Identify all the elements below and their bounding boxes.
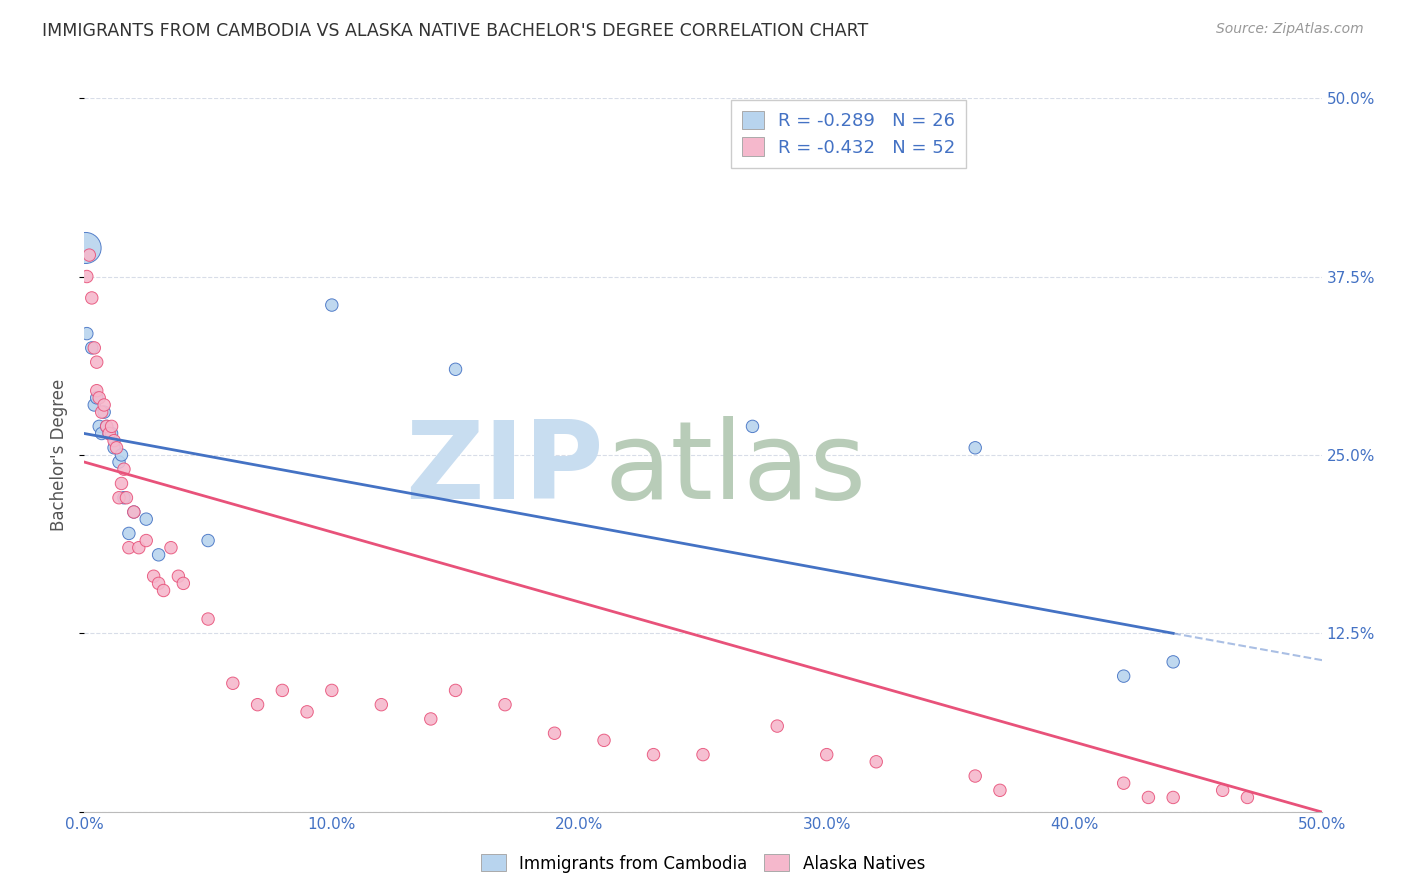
Point (1137, 790, 1160, 805)
Point (160, 541, 183, 555)
Y-axis label: Bachelor's Degree: Bachelor's Degree (51, 379, 69, 531)
Point (135, 533, 157, 548)
Point (692, 747, 714, 762)
Point (1112, 776, 1135, 790)
Point (90, 405, 112, 419)
Point (103, 441, 125, 455)
Point (1236, 790, 1258, 805)
Point (1161, 790, 1184, 805)
Point (112, 491, 135, 505)
Point (108, 491, 131, 505)
Point (271, 683, 294, 698)
Legend: R = -0.289   N = 26, R = -0.432   N = 52: R = -0.289 N = 26, R = -0.432 N = 52 (731, 100, 966, 168)
Point (103, 434, 125, 448)
Point (142, 569, 165, 583)
Point (444, 362, 467, 376)
Point (148, 576, 170, 591)
Point (122, 505, 145, 519)
Point (118, 526, 141, 541)
Text: ZIP: ZIP (405, 417, 605, 522)
Point (79, 248, 101, 262)
Point (98, 426, 121, 441)
Point (76, 326, 98, 341)
Point (96, 419, 118, 434)
Point (1212, 783, 1234, 797)
Point (741, 419, 763, 434)
Point (86, 391, 108, 405)
Point (90, 426, 112, 441)
Point (86, 384, 108, 398)
Point (89, 419, 111, 434)
Point (76, 269, 98, 284)
Point (321, 683, 343, 698)
Point (100, 419, 122, 434)
Point (112, 462, 135, 476)
Point (110, 476, 132, 491)
Point (295, 705, 318, 719)
Point (83, 341, 105, 355)
Text: IMMIGRANTS FROM CAMBODIA VS ALASKA NATIVE BACHELOR'S DEGREE CORRELATION CHART: IMMIGRANTS FROM CAMBODIA VS ALASKA NATIV… (42, 22, 869, 40)
Point (643, 747, 665, 762)
Point (419, 712, 441, 726)
Point (75, 241, 97, 255)
Point (197, 533, 219, 548)
Point (321, 298, 343, 312)
Point (93, 398, 115, 412)
Point (110, 448, 132, 462)
Point (965, 441, 987, 455)
Point (1112, 669, 1135, 683)
Point (98, 426, 121, 441)
Point (444, 683, 467, 698)
Text: atlas: atlas (605, 417, 866, 522)
Point (115, 491, 138, 505)
Point (148, 548, 170, 562)
Point (593, 733, 616, 747)
Point (83, 398, 105, 412)
Point (197, 612, 219, 626)
Point (80, 341, 103, 355)
Legend: Immigrants from Cambodia, Alaska Natives: Immigrants from Cambodia, Alaska Natives (474, 847, 932, 880)
Point (135, 512, 157, 526)
Point (100, 426, 122, 441)
Point (108, 455, 131, 469)
Point (815, 747, 838, 762)
Point (118, 541, 141, 555)
Point (1161, 655, 1184, 669)
Point (86, 355, 108, 369)
Point (152, 583, 174, 598)
Point (370, 698, 392, 712)
Point (96, 419, 118, 434)
Point (80, 291, 103, 305)
Point (246, 698, 269, 712)
Point (172, 576, 194, 591)
Point (494, 698, 516, 712)
Point (93, 405, 115, 419)
Point (965, 769, 987, 783)
Point (543, 726, 565, 740)
Point (128, 541, 150, 555)
Point (122, 505, 145, 519)
Point (865, 755, 887, 769)
Point (105, 441, 128, 455)
Point (766, 719, 789, 733)
Point (89, 391, 111, 405)
Point (988, 783, 1011, 797)
Text: Source: ZipAtlas.com: Source: ZipAtlas.com (1216, 22, 1364, 37)
Point (167, 569, 190, 583)
Point (222, 676, 245, 690)
